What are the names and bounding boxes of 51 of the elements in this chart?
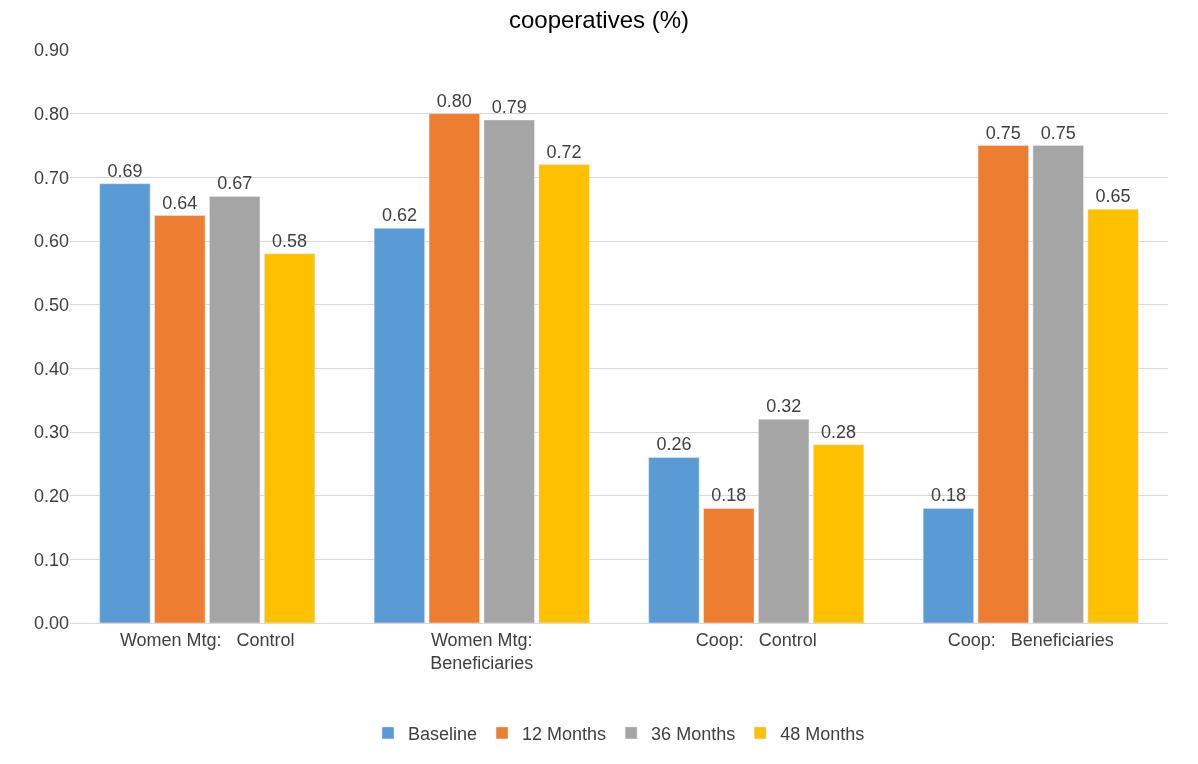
y-tick-label: 0.10	[33, 549, 69, 570]
bar	[1032, 145, 1084, 623]
bar	[538, 164, 590, 623]
data-label: 0.18	[711, 485, 747, 506]
y-tick-label: 0.70	[33, 167, 69, 188]
data-label: 0.18	[930, 485, 966, 506]
x-tick-label: Coop: Control	[695, 629, 817, 650]
legend-label: 48 Months	[780, 723, 865, 744]
data-label: 0.32	[766, 396, 802, 417]
y-tick-label: 0.90	[33, 40, 69, 61]
data-label: 0.80	[436, 90, 472, 111]
bar	[264, 253, 316, 623]
bar	[813, 444, 865, 623]
x-tick-label: Women Mtg: Control	[119, 629, 295, 650]
y-tick-label: 0.20	[33, 485, 69, 506]
chart-title: cooperatives (%)	[508, 6, 690, 34]
x-tick-label: Women Mtg: Beneficiaries	[430, 629, 534, 673]
bar	[154, 215, 206, 623]
y-tick-label: 0.40	[33, 358, 69, 379]
y-tick-label: 0.60	[33, 231, 69, 252]
y-tick-label: 0.50	[33, 294, 69, 315]
legend-label: 12 Months	[522, 723, 607, 744]
data-label: 0.69	[107, 160, 143, 181]
x-tick-label: Coop: Beneficiaries	[947, 629, 1114, 650]
bar	[373, 228, 425, 623]
y-tick-label: 0.80	[33, 103, 69, 124]
data-label: 0.62	[381, 205, 417, 226]
data-label: 0.65	[1095, 186, 1131, 207]
bar	[977, 145, 1029, 623]
legend-label: Baseline	[408, 723, 478, 744]
bar	[1087, 208, 1139, 623]
y-tick-label: 0.00	[33, 613, 69, 634]
data-label: 0.26	[656, 434, 692, 455]
data-label: 0.79	[491, 97, 527, 118]
bar	[758, 419, 810, 623]
bar	[428, 113, 480, 623]
bar	[648, 457, 700, 623]
bar	[99, 183, 151, 623]
data-label: 0.75	[1040, 122, 1076, 143]
bar	[483, 119, 535, 623]
bar	[209, 196, 261, 623]
data-label: 0.72	[546, 141, 582, 162]
bar	[703, 508, 755, 623]
data-label: 0.28	[821, 421, 857, 442]
legend-label: 36 Months	[651, 723, 736, 744]
data-label: 0.75	[985, 122, 1021, 143]
data-label: 0.58	[272, 230, 308, 251]
data-label: 0.67	[217, 173, 253, 194]
y-tick-label: 0.30	[33, 422, 69, 443]
bar	[922, 508, 974, 623]
data-label: 0.64	[162, 192, 198, 213]
